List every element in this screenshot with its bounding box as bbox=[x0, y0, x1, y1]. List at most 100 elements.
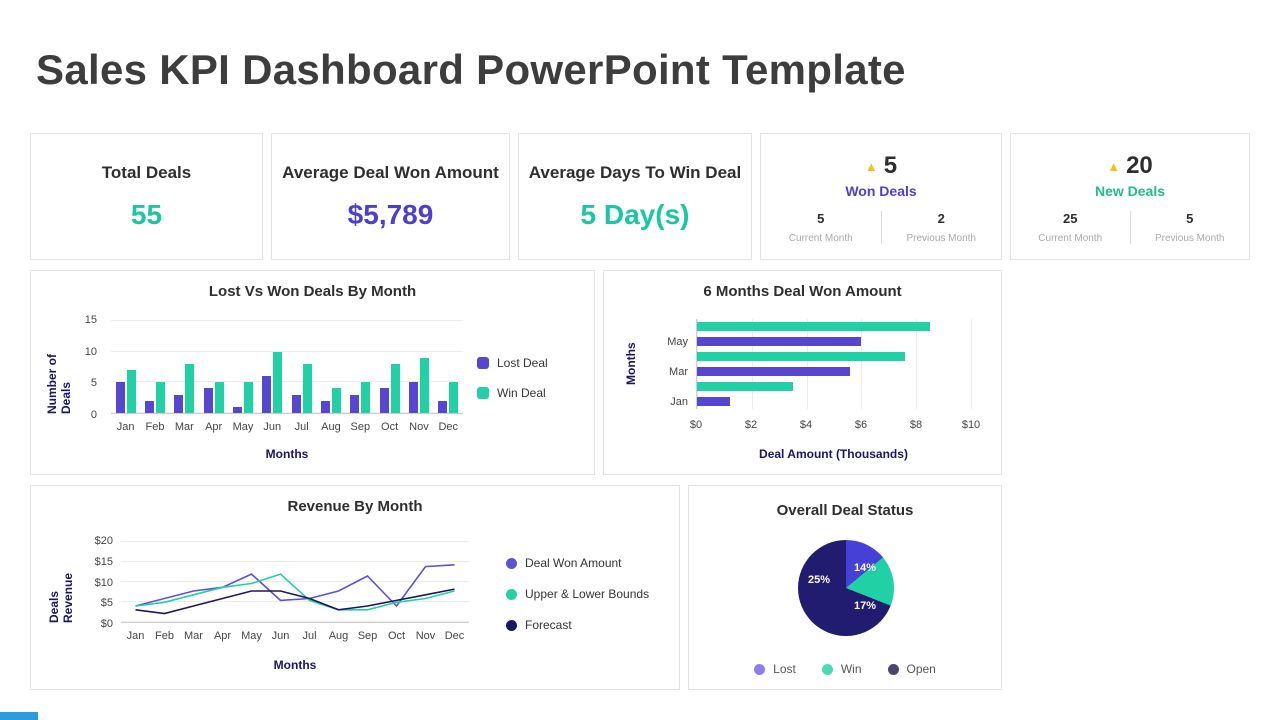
legend-item: Forecast bbox=[506, 618, 649, 632]
previous-month-value: 2 bbox=[937, 211, 945, 226]
current-month-value: 5 bbox=[817, 211, 825, 226]
bar-jan bbox=[697, 397, 730, 406]
x-axis-label: Deal Amount (Thousands) bbox=[759, 447, 908, 461]
bar-group-jan bbox=[111, 321, 140, 413]
kpi-card-new-deals: ▲ 20 New Deals 25 Current Month 5 Previo… bbox=[1010, 133, 1250, 260]
gridline bbox=[861, 319, 863, 409]
current-month-stat: 25 Current Month bbox=[1011, 211, 1130, 244]
bar-row-jun bbox=[697, 322, 971, 331]
bar-group-feb bbox=[140, 321, 169, 413]
legend-item: Lost Deal bbox=[477, 356, 548, 370]
line-series-svg bbox=[135, 564, 455, 615]
delta-row: ▲ 20 bbox=[1107, 152, 1153, 180]
grouped-bar-plot bbox=[111, 320, 463, 414]
bar-lost-deal bbox=[174, 394, 184, 413]
bar-lost-deal bbox=[438, 400, 448, 413]
y-tick: 10 bbox=[84, 345, 97, 358]
y-tick: $15 bbox=[94, 555, 113, 568]
gridline bbox=[111, 350, 463, 352]
gridline bbox=[121, 581, 469, 582]
x-tick: $2 bbox=[744, 419, 758, 431]
legend-swatch bbox=[506, 619, 517, 631]
current-month-caption: Current Month bbox=[788, 233, 853, 244]
bar-group-may bbox=[228, 321, 257, 413]
y-category: May bbox=[667, 335, 688, 348]
bar-group-dec bbox=[434, 321, 463, 413]
y-axis-ticks: $20 $15 $10 $5 $0 bbox=[77, 535, 113, 630]
chart-title: 6 Months Deal Won Amount bbox=[703, 283, 902, 300]
bar-win-deal bbox=[185, 363, 195, 413]
bar-lost-deal bbox=[408, 382, 418, 413]
x-axis-ticks: Jan Feb Mar Apr May Jun Jul Aug Sep Oct Nov Dec bbox=[121, 630, 469, 642]
x-tick: Jun bbox=[263, 421, 282, 433]
bar-row-jan bbox=[697, 397, 971, 406]
kpi-value: 55 bbox=[130, 198, 163, 230]
x-axis-label: Months bbox=[265, 447, 309, 461]
bar-lost-deal bbox=[262, 376, 272, 413]
y-tick: 5 bbox=[90, 377, 97, 390]
x-tick: $10 bbox=[961, 419, 981, 431]
y-category: Mar bbox=[669, 365, 688, 378]
bar-win-deal bbox=[155, 382, 165, 413]
y-category: Jan bbox=[670, 395, 688, 408]
x-tick: Jul bbox=[294, 421, 309, 433]
kpi-label: Average Days To Win Deal bbox=[528, 162, 742, 182]
bar-jun bbox=[697, 322, 930, 331]
bar-group-oct bbox=[375, 321, 404, 413]
legend-label: Upper & Lower Bounds bbox=[525, 587, 650, 601]
bar-lost-deal bbox=[291, 394, 301, 413]
x-tick: $4 bbox=[799, 419, 813, 431]
bar-win-deal bbox=[390, 363, 400, 413]
chart-card-lost-vs-won: Lost Vs Won Deals By Month Number of Dea… bbox=[30, 270, 595, 475]
legend-swatch bbox=[506, 588, 517, 600]
line-forecast bbox=[135, 588, 455, 615]
y-tick: $10 bbox=[94, 576, 113, 589]
x-tick: May bbox=[232, 421, 254, 433]
legend-item-lost: Lost bbox=[754, 662, 796, 676]
x-axis-ticks: Jan Feb Mar Apr May Jun Jul Aug Sep Oct Nov Dec bbox=[111, 421, 463, 433]
bar-group-jul bbox=[287, 321, 316, 413]
y-tick: $20 bbox=[94, 535, 113, 547]
bar-may bbox=[697, 337, 862, 346]
gridline bbox=[751, 319, 753, 409]
bar-group-sep bbox=[346, 321, 375, 413]
bar-lost-deal bbox=[232, 406, 242, 413]
line-plot bbox=[121, 541, 469, 623]
x-tick: Apr bbox=[213, 630, 232, 642]
month-comparison: 5 Current Month 2 Previous Month bbox=[761, 211, 1001, 244]
current-month-caption: Current Month bbox=[1038, 233, 1103, 244]
kpi-delta-label: Won Deals bbox=[845, 183, 917, 199]
bar-row-may bbox=[697, 337, 971, 346]
bar-row-apr bbox=[697, 352, 971, 361]
vertical-divider bbox=[880, 211, 882, 244]
x-tick: Sep bbox=[350, 421, 371, 433]
gridline bbox=[916, 319, 918, 409]
x-tick: Jan bbox=[116, 421, 135, 433]
x-tick: Mar bbox=[174, 421, 194, 433]
x-tick: May bbox=[241, 630, 262, 642]
bar-lost-deal bbox=[115, 382, 125, 413]
legend-item: Deal Won Amount bbox=[506, 556, 649, 570]
x-tick: Sep bbox=[357, 630, 378, 642]
pie-slice-label: 14% bbox=[854, 562, 877, 574]
bar-win-deal bbox=[243, 382, 253, 413]
legend-item-win: Win bbox=[821, 662, 862, 676]
bar-lost-deal bbox=[350, 394, 360, 413]
legend-item: Win Deal bbox=[477, 386, 548, 400]
bar-mar bbox=[697, 367, 851, 376]
kpi-label: Average Deal Won Amount bbox=[282, 162, 499, 182]
hbar-rows bbox=[697, 319, 971, 409]
gridline bbox=[971, 319, 972, 409]
bar-row-feb bbox=[697, 382, 971, 391]
line-upper-lower-bounds bbox=[135, 573, 455, 611]
gridline bbox=[111, 412, 463, 413]
x-tick: $6 bbox=[854, 419, 868, 431]
y-axis-label: Months bbox=[624, 342, 638, 386]
chart-card-overall-deal-status: Overall Deal Status 14% 17% 25% Lost Win O… bbox=[688, 485, 1002, 690]
chart-title: Lost Vs Won Deals By Month bbox=[208, 283, 417, 300]
accent-strip bbox=[0, 712, 38, 720]
kpi-value: 5 Day(s) bbox=[580, 198, 690, 230]
bar-group-jun bbox=[258, 321, 287, 413]
x-tick: Dec bbox=[444, 630, 465, 642]
gridline bbox=[121, 621, 469, 622]
